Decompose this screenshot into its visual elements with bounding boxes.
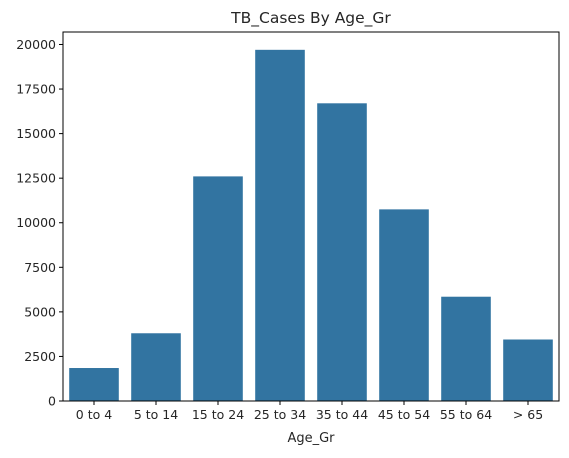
x-axis: 0 to 4 5 to 14 15 to 24 25 to 34 35 to 44 45 … <box>76 401 543 422</box>
y-tick-label: 15000 <box>16 126 56 141</box>
bar-0 <box>69 368 119 401</box>
x-tick-label: 25 to 34 <box>254 407 306 422</box>
plot-frame <box>62 31 560 402</box>
x-tick-label: > 65 <box>513 407 543 422</box>
bar-7 <box>503 339 553 401</box>
bar-2 <box>193 176 243 401</box>
x-tick-label: 15 to 24 <box>192 407 244 422</box>
y-tick-label: 5000 <box>24 304 56 319</box>
y-tick-label: 0 <box>48 394 56 409</box>
x-tick-label: 5 to 14 <box>134 407 178 422</box>
bar-3 <box>255 49 305 402</box>
chart-title: TB_Cases By Age_Gr <box>230 9 391 28</box>
y-axis: 0 2500 5000 7500 10000 12500 15000 17500 20000 <box>16 37 63 409</box>
x-tick-label: 45 to 54 <box>378 407 430 422</box>
y-tick-label: 2500 <box>24 349 56 364</box>
y-tick-label: 10000 <box>16 215 56 230</box>
x-tick-label: 35 to 44 <box>316 407 368 422</box>
bar-4 <box>317 103 367 401</box>
bar-5 <box>379 209 429 401</box>
x-tick-label: 55 to 64 <box>440 407 492 422</box>
x-tick-label: 0 to 4 <box>76 407 112 422</box>
y-tick-label: 20000 <box>16 37 56 52</box>
bar-1 <box>131 333 181 401</box>
y-tick-label: 7500 <box>24 260 56 275</box>
y-tick-label: 12500 <box>16 171 56 186</box>
bar-6 <box>441 296 491 401</box>
y-tick-label: 17500 <box>16 82 56 97</box>
bars-layer <box>69 49 553 402</box>
x-axis-label: Age_Gr <box>287 431 335 446</box>
